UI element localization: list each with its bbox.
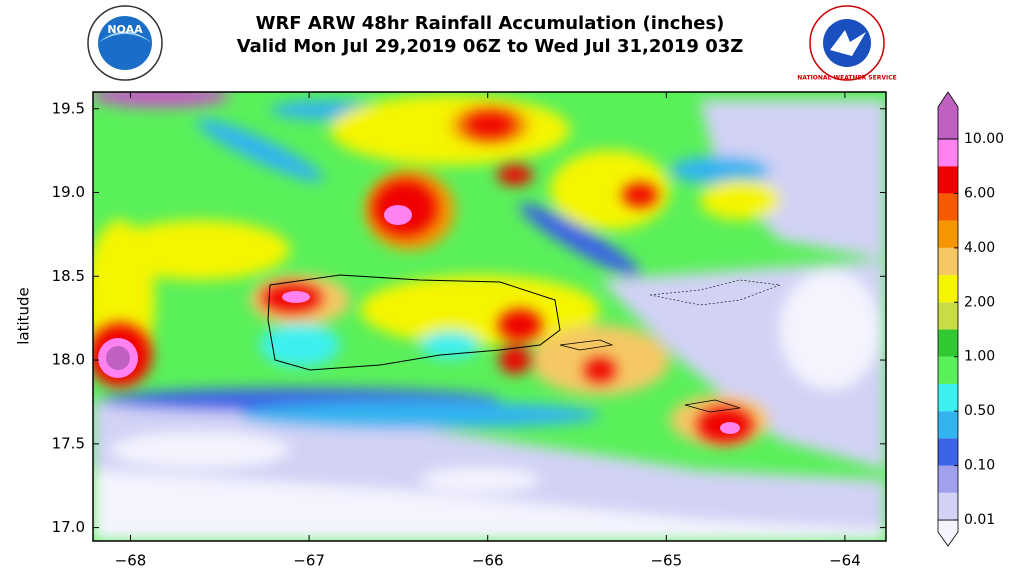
colorbar-band [938, 411, 958, 439]
colorbar-band [938, 166, 958, 194]
y-tick-label: 19.5 [52, 99, 85, 117]
x-tick-label: −68 [115, 552, 147, 570]
noaa-logo-text: NOAA [107, 23, 143, 36]
colorbar-band [938, 139, 958, 167]
colorbar-label: 4.00 [964, 240, 995, 256]
colorbar-extension [937, 519, 959, 547]
colorbar-label: 2.00 [964, 294, 995, 310]
colorbar-band [938, 438, 958, 466]
y-tick-label: 19.0 [52, 183, 85, 201]
nws-logo-text: NATIONAL WEATHER SERVICE [797, 75, 896, 82]
title-line-2: Valid Mon Jul 29,2019 06Z to Wed Jul 31,… [237, 36, 744, 57]
colorbar-label: 10.00 [964, 131, 1004, 147]
colorbar-band [938, 492, 958, 520]
colorbar-band [938, 302, 958, 330]
x-tick-label: −66 [472, 552, 504, 570]
title-line-1: WRF ARW 48hr Rainfall Accumulation (inch… [256, 13, 725, 34]
colorbar-band [938, 356, 958, 384]
x-tick-label: −64 [829, 552, 861, 570]
y-tick-label: 18.0 [52, 351, 85, 369]
colorbar-band [938, 329, 958, 357]
colorbar-band [938, 383, 958, 412]
x-tick-label: −67 [293, 552, 325, 570]
colorbar-band [938, 465, 958, 493]
colorbar-label: 0.10 [964, 458, 995, 474]
y-tick-label: 18.5 [52, 267, 85, 285]
colorbar-extension [937, 91, 959, 140]
noaa-logo: NOAA [87, 5, 163, 81]
colorbar-band [938, 247, 958, 276]
plot-frame [92, 91, 887, 542]
colorbar-band [938, 275, 958, 303]
y-tick-label: 17.0 [52, 518, 85, 536]
colorbar-band [938, 193, 958, 221]
colorbar-label: 0.01 [964, 512, 995, 528]
colorbar-label: 0.50 [964, 403, 995, 419]
rainfall-field [93, 92, 886, 541]
nws-logo: NATIONAL WEATHER SERVICE [797, 5, 897, 82]
y-axis-label: latitude [15, 287, 33, 345]
x-tick-label: −65 [650, 552, 682, 570]
colorbar-frame [937, 138, 959, 521]
colorbar-band [938, 220, 958, 248]
colorbar-label: 1.00 [964, 349, 995, 365]
y-tick-label: 17.5 [52, 434, 85, 452]
colorbar-label: 6.00 [964, 185, 995, 201]
